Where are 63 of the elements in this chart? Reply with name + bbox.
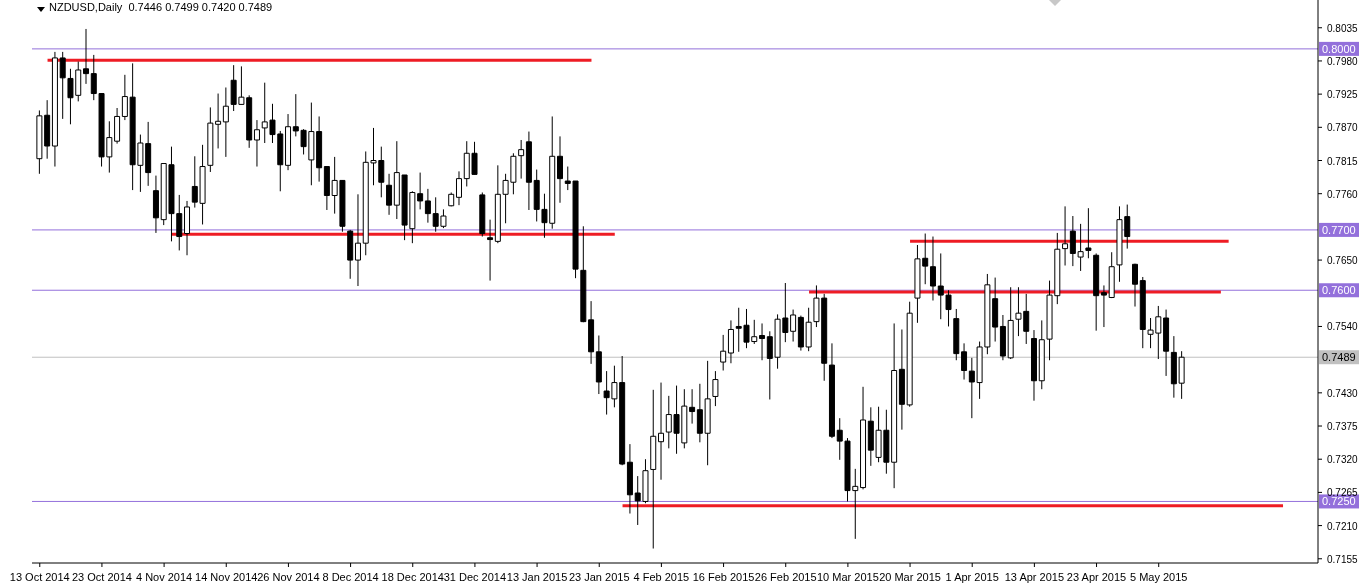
x-tick-label: 16 Feb 2015 <box>692 571 755 583</box>
candlestick <box>1132 263 1139 308</box>
candlestick <box>83 28 90 85</box>
x-tick-label: 5 May 2015 <box>1129 571 1188 583</box>
candlestick <box>689 388 696 425</box>
x-tick-label: 4 Feb 2015 <box>633 571 690 583</box>
x-tick-label: 1 Apr 2015 <box>945 571 999 583</box>
candlestick <box>253 119 260 168</box>
candlestick <box>557 135 563 204</box>
y-tick-label: 0.7980 <box>1327 55 1359 67</box>
chart-title: NZDUSD,Daily 0.7446 0.7499 0.7420 0.7489 <box>49 1 273 13</box>
y-tick-label: 0.7870 <box>1327 122 1359 134</box>
x-tick-label: 31 Dec 2014 <box>443 571 507 583</box>
candlestick <box>222 87 229 158</box>
y-tick-label: 0.7210 <box>1327 520 1359 532</box>
y-tick-label: 0.8035 <box>1327 22 1359 34</box>
y-tick-label: 0.7430 <box>1327 387 1359 399</box>
y-tick-label: 0.7650 <box>1327 255 1359 267</box>
ref-line-label: 0.7600 <box>1322 284 1356 297</box>
x-tick-label: 18 Dec 2014 <box>381 571 444 583</box>
candlestick <box>487 219 494 282</box>
x-tick-label: 26 Nov 2014 <box>257 571 320 583</box>
y-tick-label: 0.7320 <box>1327 454 1359 466</box>
x-tick-label: 13 Oct 2014 <box>9 571 70 583</box>
candlestick <box>712 370 719 407</box>
ref-line-label: 0.8000 <box>1322 42 1356 55</box>
candlestick <box>386 173 393 216</box>
candlestick <box>424 188 431 224</box>
candlestick <box>790 309 797 343</box>
y-tick-label: 0.7925 <box>1327 89 1359 101</box>
candlestick <box>727 319 734 364</box>
candlestick <box>1062 205 1069 267</box>
x-tick-label: 23 Apr 2015 <box>1066 571 1127 583</box>
x-tick-label: 14 Nov 2014 <box>195 571 258 583</box>
x-tick-label: 23 Oct 2014 <box>71 571 132 583</box>
candlestick <box>961 342 968 381</box>
y-tick-label: 0.7815 <box>1327 155 1359 167</box>
y-tick-label: 0.7540 <box>1327 321 1359 333</box>
x-tick-label: 13 Jan 2015 <box>506 571 568 583</box>
y-tick-label: 0.7155 <box>1327 553 1359 565</box>
ref-line-label: 0.7489 <box>1322 351 1356 364</box>
candlestick <box>720 334 727 372</box>
candlestick <box>354 193 361 287</box>
candlestick <box>215 93 222 149</box>
x-tick-label: 8 Dec 2014 <box>322 571 379 583</box>
x-tick-label: 20 Mar 2015 <box>879 571 941 583</box>
candlestick <box>658 382 665 481</box>
candlestick <box>759 322 766 361</box>
y-tick-label: 0.7375 <box>1327 421 1359 433</box>
ref-line-label: 0.7250 <box>1322 495 1356 508</box>
candlestick <box>455 170 462 206</box>
x-tick-label: 23 Jan 2015 <box>568 571 630 583</box>
x-tick-label: 26 Feb 2015 <box>754 571 817 583</box>
ref-line-label: 0.7700 <box>1322 223 1356 236</box>
x-tick-label: 13 Apr 2015 <box>1004 571 1065 583</box>
candlestick <box>59 51 66 120</box>
candlestick <box>518 139 525 180</box>
candlestick <box>1085 207 1092 259</box>
x-tick-label: 4 Nov 2014 <box>135 571 193 583</box>
y-tick-label: 0.7760 <box>1327 188 1359 200</box>
x-tick-label: 10 Mar 2015 <box>817 571 879 583</box>
candlestick <box>1100 284 1107 328</box>
candlestick <box>929 236 936 302</box>
